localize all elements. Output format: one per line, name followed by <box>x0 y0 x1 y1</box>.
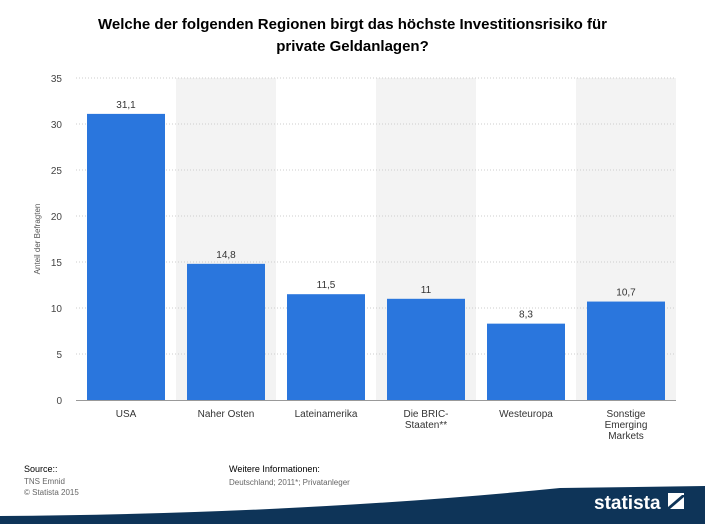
y-tick-label: 5 <box>56 350 62 361</box>
bar <box>487 323 565 400</box>
data-label: 8,3 <box>519 310 533 321</box>
data-label: 31,1 <box>116 100 136 111</box>
y-tick-label: 20 <box>51 212 63 223</box>
y-axis-label: Anteil der Befragten <box>33 204 42 275</box>
more-info-label: Weitere Informationen: <box>229 464 320 474</box>
y-tick-label: 35 <box>51 74 63 85</box>
x-tick-label: Die BRIC- <box>403 409 448 420</box>
x-tick-label: Naher Osten <box>198 409 255 420</box>
x-tick-label: Westeuropa <box>499 409 553 420</box>
x-tick-label: Emerging <box>605 420 648 431</box>
y-tick-label: 10 <box>51 304 63 315</box>
bar-chart: 0 5 10 15 20 25 30 35 Anteil der Befragten 31,1 US… <box>33 74 676 442</box>
chart-title: Welche der folgenden Regionen birgt das … <box>0 14 705 58</box>
data-label: 11 <box>421 285 432 296</box>
statista-logo-icon <box>668 493 684 509</box>
x-tick-label: Staaten** <box>405 420 447 431</box>
statista-logo-text: statista <box>594 493 661 514</box>
copyright-text: © Statista 2015 <box>24 488 79 497</box>
source-label: Source:: <box>24 464 58 474</box>
x-tick-label: USA <box>116 409 137 420</box>
bar <box>187 263 265 400</box>
x-tick-label: Markets <box>608 431 644 442</box>
source-name: TNS Emnid <box>24 477 65 486</box>
statista-brand-bar: statista <box>0 486 705 524</box>
y-tick-label: 0 <box>56 396 62 407</box>
brand-wave <box>0 486 705 524</box>
x-tick-label: Lateinamerika <box>295 409 358 420</box>
y-tick-label: 30 <box>51 120 63 131</box>
data-label: 10,7 <box>616 288 636 299</box>
bar <box>387 298 465 400</box>
x-tick-label: Sonstige <box>607 409 646 420</box>
chart-title-line-1: Welche der folgenden Regionen birgt das … <box>98 16 607 33</box>
data-label: 11,5 <box>317 280 336 291</box>
chart-title-line-2: private Geldanlagen? <box>276 38 429 55</box>
bar <box>287 294 365 400</box>
more-info-value: Deutschland; 2011*; Privatanleger <box>229 478 350 487</box>
bar <box>87 113 165 400</box>
y-tick-label: 15 <box>51 258 63 269</box>
y-tick-label: 25 <box>51 166 63 177</box>
bar <box>587 301 665 400</box>
data-label: 14,8 <box>216 250 236 261</box>
